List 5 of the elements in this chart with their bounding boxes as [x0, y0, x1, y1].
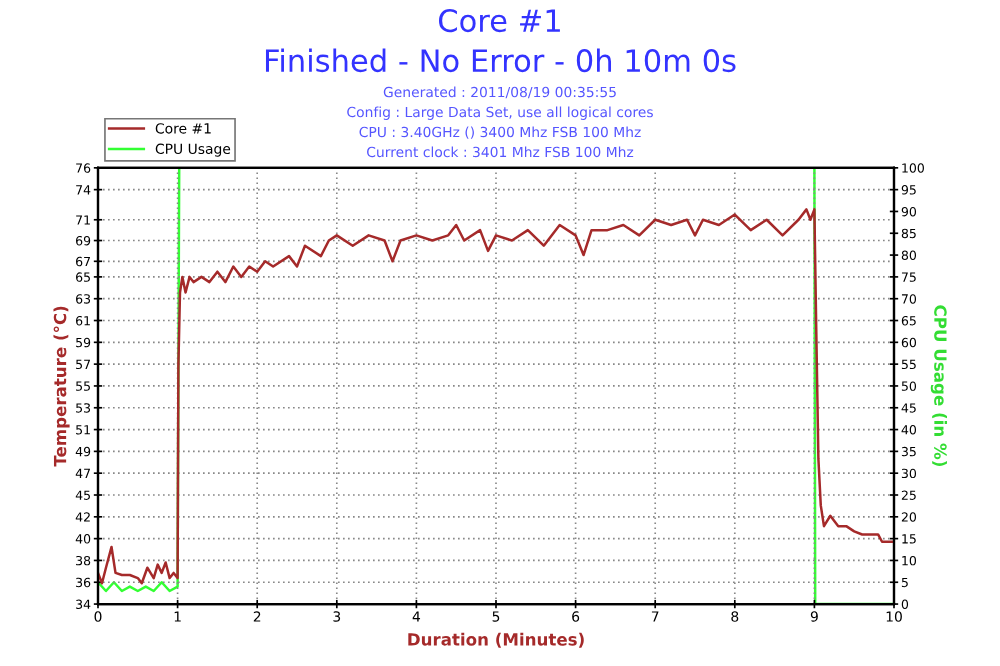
chart-subtitle: Finished - No Error - 0h 10m 0s [265, 48, 736, 73]
y2-axis-title: CPU Usage (in %) [930, 305, 948, 466]
chart-title: Core #1 [438, 9, 560, 33]
y-axis-title: Temperature (°C) [53, 306, 70, 467]
x-axis-title: Duration (Minutes) [408, 632, 584, 648]
